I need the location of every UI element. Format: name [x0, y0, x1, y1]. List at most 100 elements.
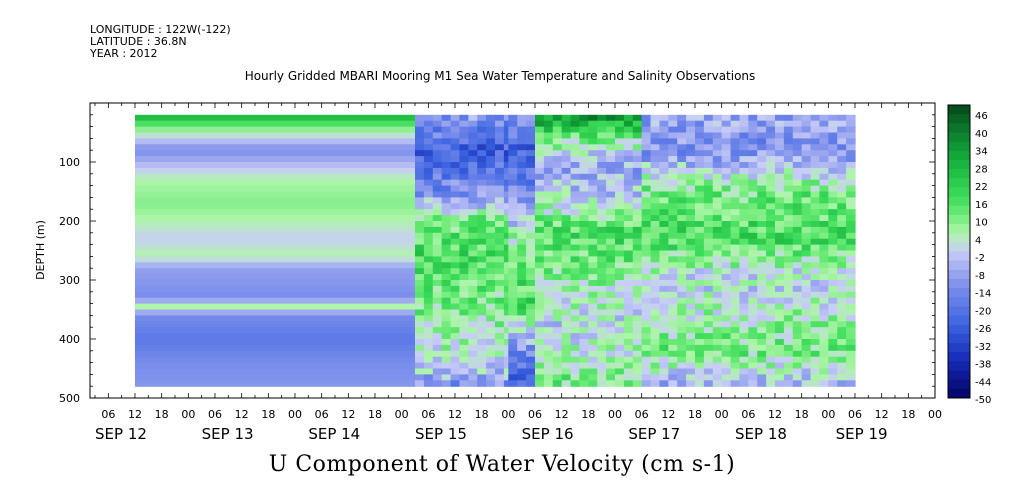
heatmap-cell — [712, 262, 723, 269]
heatmap-cell — [775, 203, 785, 210]
heatmap-cell — [486, 356, 496, 364]
heatmap-cell — [579, 380, 589, 387]
heatmap-cell — [561, 274, 572, 281]
heatmap-cell — [659, 221, 669, 228]
heatmap-cell — [828, 150, 838, 157]
heatmap-cell — [486, 362, 496, 370]
heatmap-cell — [526, 274, 536, 281]
heatmap-cell — [450, 162, 461, 169]
heatmap-cell — [468, 268, 478, 275]
heatmap-cell — [588, 150, 598, 157]
heatmap-cell — [632, 138, 643, 145]
heatmap-cell — [468, 315, 478, 322]
heatmap-cell — [135, 114, 416, 122]
heatmap-cell — [495, 221, 505, 228]
heatmap-cell — [561, 191, 572, 198]
heatmap-cell — [703, 126, 714, 134]
heatmap-cell — [757, 297, 767, 305]
heatmap-cell — [623, 356, 634, 364]
heatmap-cell — [810, 191, 821, 198]
heatmap-cell — [543, 203, 554, 210]
heatmap-cell — [535, 167, 545, 175]
heatmap-cell — [703, 297, 714, 305]
heatmap-cell — [606, 280, 616, 287]
heatmap-cell — [810, 132, 821, 139]
heatmap-cell — [659, 327, 669, 334]
heatmap-cell — [450, 120, 461, 128]
heatmap-cell — [632, 162, 643, 169]
heatmap-cell — [775, 268, 785, 275]
heatmap-cell — [486, 327, 496, 334]
heatmap-cell — [668, 327, 678, 334]
heatmap-cell — [615, 356, 625, 364]
heatmap-cell — [846, 344, 856, 352]
heatmap-cell — [766, 274, 776, 281]
heatmap-cell — [552, 262, 563, 269]
heatmap-cell — [748, 321, 758, 328]
heatmap-cell — [415, 150, 425, 157]
heatmap-cell — [415, 179, 425, 187]
heatmap-cell — [517, 238, 527, 246]
heatmap-cell — [535, 203, 545, 210]
heatmap-cell — [441, 156, 452, 163]
heatmap-cell — [441, 333, 452, 340]
heatmap-cell — [695, 315, 705, 322]
heatmap-cell — [632, 291, 643, 299]
heatmap-cell — [641, 262, 652, 269]
heatmap-cell — [650, 262, 661, 269]
heatmap-cell — [508, 350, 518, 358]
heatmap-cell — [695, 303, 705, 311]
heatmap-cell — [441, 350, 452, 358]
heatmap-cell — [588, 309, 598, 316]
heatmap-cell — [432, 191, 443, 198]
colorbar-segment — [948, 224, 970, 234]
heatmap-cell — [721, 362, 732, 370]
x-day-label: SEP 18 — [735, 425, 787, 443]
heatmap-cell — [641, 344, 652, 352]
heatmap-cell — [597, 297, 607, 305]
heatmap-cell — [432, 321, 443, 328]
heatmap-cell — [739, 333, 749, 340]
heatmap-cell — [486, 315, 496, 322]
heatmap-cell — [495, 132, 505, 139]
heatmap-cell — [730, 156, 741, 163]
heatmap-cell — [495, 268, 505, 275]
heatmap-cell — [775, 238, 785, 246]
heatmap-cell — [668, 221, 678, 228]
heatmap-cell — [508, 226, 518, 234]
heatmap-cell — [459, 138, 469, 145]
heatmap-cell — [459, 333, 469, 340]
heatmap-cell — [597, 120, 607, 128]
heatmap-cell — [508, 327, 518, 334]
heatmap-cell — [801, 232, 812, 240]
heatmap-cell — [615, 368, 625, 375]
heatmap-cell — [650, 215, 661, 222]
heatmap-cell — [686, 368, 696, 375]
heatmap-cell — [659, 368, 669, 375]
heatmap-cell — [721, 150, 732, 157]
heatmap-cell — [477, 291, 487, 299]
heatmap-cell — [526, 315, 536, 322]
heatmap-cell — [486, 197, 496, 204]
heatmap-cell — [508, 344, 518, 352]
heatmap-cell — [801, 374, 812, 381]
heatmap-cell — [459, 280, 469, 287]
heatmap-cell — [579, 156, 589, 163]
heatmap-cell — [561, 232, 572, 240]
heatmap-cell — [695, 350, 705, 358]
heatmap-cell — [561, 114, 572, 122]
heatmap-cell — [766, 144, 776, 151]
heatmap-cell — [792, 167, 803, 175]
heatmap-cell — [517, 280, 527, 287]
heatmap-cell — [450, 167, 461, 175]
heatmap-cell — [730, 285, 741, 293]
heatmap-cell — [730, 262, 741, 269]
heatmap-cell — [468, 350, 478, 358]
heatmap-cell — [810, 368, 821, 375]
heatmap-cell — [450, 197, 461, 204]
heatmap-cell — [837, 244, 847, 252]
heatmap-cell — [423, 285, 434, 293]
heatmap-cell — [739, 380, 749, 387]
heatmap-cell — [450, 297, 461, 305]
heatmap-cell — [535, 309, 545, 316]
